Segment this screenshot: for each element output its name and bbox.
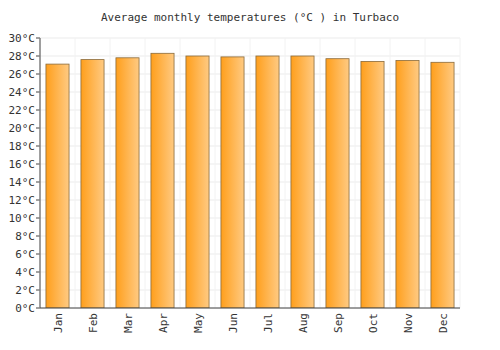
y-axis <box>40 38 41 308</box>
y-tick <box>36 146 40 147</box>
grid-line-vertical <box>390 38 391 308</box>
x-tick-label: Jun <box>227 313 240 333</box>
y-tick <box>36 236 40 237</box>
x-tick-label: Apr <box>157 313 170 333</box>
bar <box>326 59 349 308</box>
x-tick-label: Aug <box>297 313 310 333</box>
y-tick-label: 18°C <box>9 140 36 153</box>
y-tick-label: 10°C <box>9 212 36 225</box>
grid-line-vertical <box>110 38 111 308</box>
bar <box>151 53 174 308</box>
y-tick-label: 24°C <box>9 86 36 99</box>
y-tick <box>36 182 40 183</box>
grid-line <box>40 308 460 309</box>
bar <box>256 56 279 308</box>
y-tick-label: 6°C <box>15 248 35 261</box>
y-tick-label: 12°C <box>9 194 36 207</box>
y-tick-label: 20°C <box>9 122 36 135</box>
y-tick <box>36 164 40 165</box>
bar <box>396 61 419 309</box>
grid-line-vertical <box>460 38 461 308</box>
y-tick <box>36 128 40 129</box>
bar <box>431 62 454 308</box>
bar <box>221 57 244 308</box>
x-tick-label: Dec <box>437 313 450 333</box>
grid-line-vertical <box>40 38 41 308</box>
x-tick-label: Jan <box>52 313 65 333</box>
x-tick-label: May <box>192 313 205 333</box>
y-tick <box>36 254 40 255</box>
y-tick-label: 8°C <box>15 230 35 243</box>
bar <box>116 58 139 308</box>
bars <box>46 53 454 308</box>
grid-line-vertical <box>250 38 251 308</box>
title: Average monthly temperatures (°C ) in Tu… <box>101 11 399 24</box>
grid-line-vertical <box>180 38 181 308</box>
y-tick <box>36 38 40 39</box>
y-tick-label: 26°C <box>9 68 36 81</box>
bar <box>291 56 314 308</box>
grid-line-vertical <box>355 38 356 308</box>
y-tick-label: 16°C <box>9 158 36 171</box>
grid-line-vertical <box>215 38 216 308</box>
y-tick-label: 22°C <box>9 104 36 117</box>
x-tick-label: Sep <box>332 313 345 333</box>
bar <box>361 61 384 308</box>
x-tick-label: Oct <box>367 313 380 333</box>
y-tick-label: 2°C <box>15 284 35 297</box>
y-tick-label: 0°C <box>15 302 35 315</box>
x-tick-label: Jul <box>262 313 275 333</box>
grid-line-vertical <box>285 38 286 308</box>
x-tick-label: Nov <box>402 313 415 333</box>
x-axis <box>40 308 460 309</box>
y-tick-label: 30°C <box>9 32 36 45</box>
y-tick <box>36 218 40 219</box>
grid-line-vertical <box>145 38 146 308</box>
y-tick <box>36 92 40 93</box>
grid-line-vertical <box>320 38 321 308</box>
y-tick-label: 28°C <box>9 50 36 63</box>
chart-svg: Average monthly temperatures (°C ) in Tu… <box>0 0 500 350</box>
grid-line-vertical <box>425 38 426 308</box>
y-tick <box>36 74 40 75</box>
grid-line-vertical <box>75 38 76 308</box>
y-tick <box>36 308 40 309</box>
bar <box>186 56 209 308</box>
chart-container: Average monthly temperatures (°C ) in Tu… <box>0 0 500 350</box>
y-tick-label: 14°C <box>9 176 36 189</box>
y-tick <box>36 272 40 273</box>
y-tick <box>36 56 40 57</box>
bar <box>46 64 69 308</box>
x-tick-label: Mar <box>122 313 135 333</box>
y-tick <box>36 110 40 111</box>
bar <box>81 60 104 308</box>
y-tick <box>36 200 40 201</box>
y-tick <box>36 290 40 291</box>
x-tick-label: Feb <box>87 313 100 333</box>
y-tick-label: 4°C <box>15 266 35 279</box>
